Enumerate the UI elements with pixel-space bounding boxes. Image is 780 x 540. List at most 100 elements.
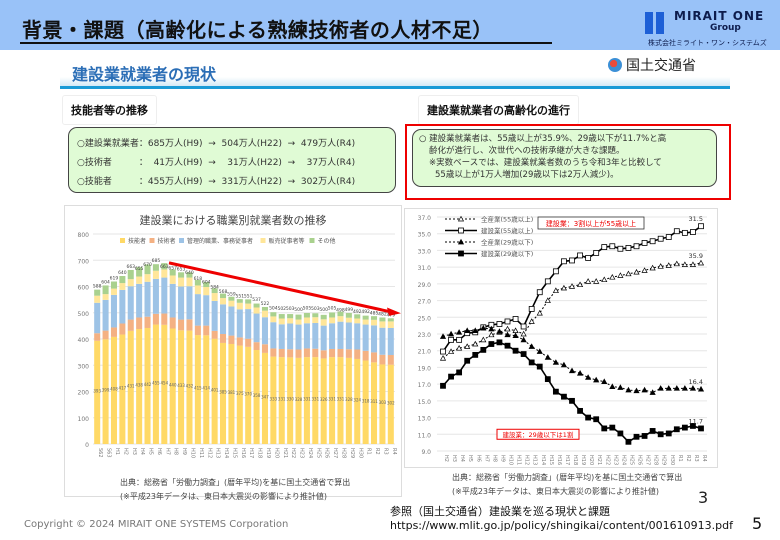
bar-segment: [354, 318, 361, 324]
x-tick-label: H12: [524, 455, 530, 465]
y-tick-label: 25.0: [418, 315, 432, 322]
bar-segment: [169, 317, 176, 329]
bar-segment: [329, 348, 336, 358]
bar-segment: [110, 281, 117, 289]
x-tick-label: H19: [580, 455, 586, 465]
x-tick-label: H22: [290, 448, 296, 458]
data-point: [560, 284, 568, 291]
bar-segment: [161, 313, 168, 325]
x-tick-label: H29: [661, 455, 667, 465]
data-point: [544, 376, 551, 383]
data-point: [464, 357, 471, 364]
bar-segment: [94, 289, 101, 296]
bar-segment: [211, 288, 218, 294]
bar-segment: [278, 318, 285, 325]
legend-label: 建設業(55歳以上): [481, 226, 533, 235]
bar-segment: [371, 316, 378, 320]
data-point: [480, 346, 487, 353]
x-tick-label: R3: [693, 455, 699, 462]
data-point: [544, 297, 551, 303]
data-point: [456, 344, 463, 351]
bar-segment: [303, 348, 310, 358]
data-point: [504, 331, 511, 338]
bar-value-label: 331: [303, 397, 311, 402]
legend-marker: [457, 215, 465, 222]
data-point: [577, 407, 583, 414]
end-value-label: 35.9: [689, 252, 703, 260]
data-point: [561, 258, 567, 265]
x-tick-label: H15: [548, 455, 554, 465]
x-tick-label: H24: [307, 448, 313, 458]
bar-segment: [245, 346, 252, 444]
bar-segment: [312, 322, 319, 349]
bar-total-label: 551: [236, 293, 245, 299]
bar-segment: [278, 348, 285, 358]
bar-segment: [127, 269, 134, 280]
x-tick-label: H28: [653, 455, 659, 465]
bar-segment: [186, 286, 193, 320]
bar-segment: [220, 334, 227, 343]
data-point: [689, 385, 697, 391]
y-tick-label: 33.0: [418, 248, 432, 255]
bar-segment: [144, 316, 151, 328]
y-tick-label: 15.0: [418, 399, 432, 406]
bar-value-label: 432: [186, 383, 194, 388]
bar-segment: [270, 316, 277, 323]
x-tick-label: H17: [564, 455, 570, 465]
bar-total-label: 502: [277, 306, 286, 312]
data-point: [649, 264, 656, 271]
legend-swatch: [149, 238, 155, 243]
bar-segment: [119, 334, 126, 444]
aging-note: ※実数ベースでは、建設業就業者数のうち令和3年と比較して: [429, 158, 662, 168]
data-point: [576, 370, 584, 376]
x-tick-label: R2: [685, 455, 691, 462]
bar-segment: [102, 299, 109, 331]
bar-value-label: 401: [211, 387, 219, 392]
x-tick-label: H16: [240, 448, 246, 458]
data-point: [536, 289, 543, 296]
x-tick-label: S63: [106, 448, 112, 458]
bar-segment: [387, 321, 394, 328]
data-point: [665, 385, 672, 391]
bar-segment: [312, 313, 319, 318]
bar-segment: [320, 325, 327, 351]
x-tick-label: H15: [231, 448, 237, 458]
bar-value-label: 370: [244, 391, 252, 396]
data-point: [480, 324, 487, 331]
highlight-frame: [405, 124, 731, 200]
data-point: [690, 423, 696, 429]
data-point: [617, 430, 624, 437]
bar-segment: [295, 357, 302, 444]
x-tick-label: R2: [374, 448, 380, 455]
x-tick-label: R3: [382, 448, 388, 455]
x-tick-label: H24: [620, 455, 626, 465]
bar-segment: [312, 357, 319, 444]
bar-segment: [345, 317, 352, 323]
x-tick-label: H1: [114, 448, 120, 455]
x-tick-label: H2: [122, 448, 128, 455]
data-point: [609, 273, 616, 280]
bar-segment: [278, 324, 285, 349]
bar-segment: [379, 354, 386, 365]
data-point: [520, 351, 527, 357]
bar-value-label: 318: [362, 398, 370, 403]
trend-arrow-head: [387, 307, 401, 316]
bar-total-label: 640: [118, 270, 127, 276]
annotation-text: 建設業：3割以上が55歳以上: [546, 219, 636, 228]
bar-segment: [303, 317, 310, 324]
bar-total-label: 588: [93, 284, 102, 290]
reference-url[interactable]: https://www.mlit.go.jp/policy/shingikai/…: [390, 519, 733, 532]
bar-total-label: 499: [345, 307, 354, 313]
x-tick-label: H7: [483, 455, 489, 462]
bar-total-label: 503: [286, 306, 295, 312]
y-tick-label: 500: [78, 311, 90, 318]
data-point: [552, 268, 559, 275]
data-point: [439, 333, 447, 339]
bar-segment: [337, 321, 344, 349]
bar-segment: [320, 319, 327, 326]
bar-segment: [102, 330, 109, 340]
data-point: [665, 262, 672, 268]
bar-segment: [245, 299, 252, 304]
bar-total-label: 537: [252, 297, 261, 303]
x-tick-label: H30: [357, 448, 363, 458]
